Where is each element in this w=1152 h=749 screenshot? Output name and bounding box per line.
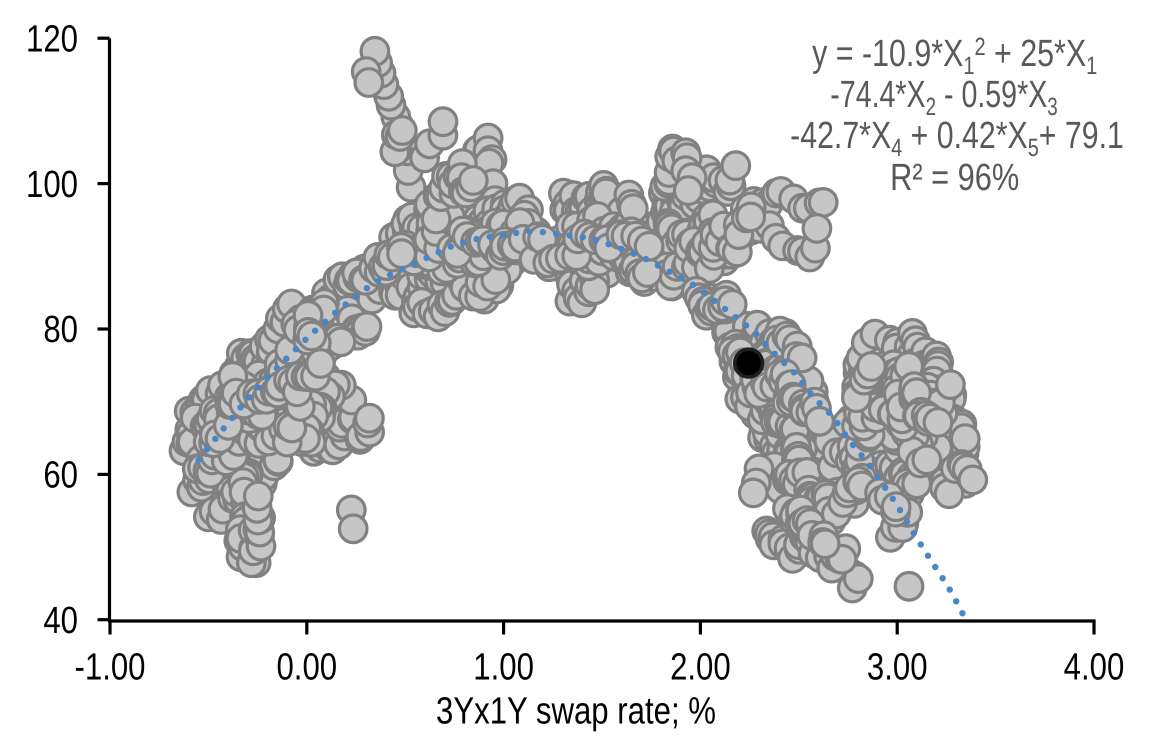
svg-text:80: 80 [43, 309, 78, 351]
svg-text:0.00: 0.00 [276, 646, 337, 688]
svg-text:120: 120 [26, 18, 78, 60]
svg-text:4.00: 4.00 [1064, 646, 1125, 688]
svg-text:R² = 96%: R² = 96% [890, 157, 1019, 199]
svg-text:60: 60 [43, 455, 78, 497]
svg-text:y = -10.9*X12 + 25*X1: y = -10.9*X12 + 25*X1 [812, 33, 1097, 80]
svg-text:3Yx1Y swap rate; %: 3Yx1Y swap rate; % [436, 691, 716, 733]
svg-text:-74.4*X2 - 0.59*X3: -74.4*X2 - 0.59*X3 [830, 74, 1057, 121]
svg-text:3.00: 3.00 [867, 646, 928, 688]
svg-text:100: 100 [26, 164, 78, 206]
svg-text:2.00: 2.00 [670, 646, 731, 688]
svg-text:-42.7*X4 + 0.42*X5+ 79.1: -42.7*X4 + 0.42*X5+ 79.1 [790, 115, 1124, 162]
svg-text:40: 40 [43, 600, 78, 642]
svg-text:1.00: 1.00 [473, 646, 534, 688]
svg-text:-1.00: -1.00 [74, 646, 145, 688]
